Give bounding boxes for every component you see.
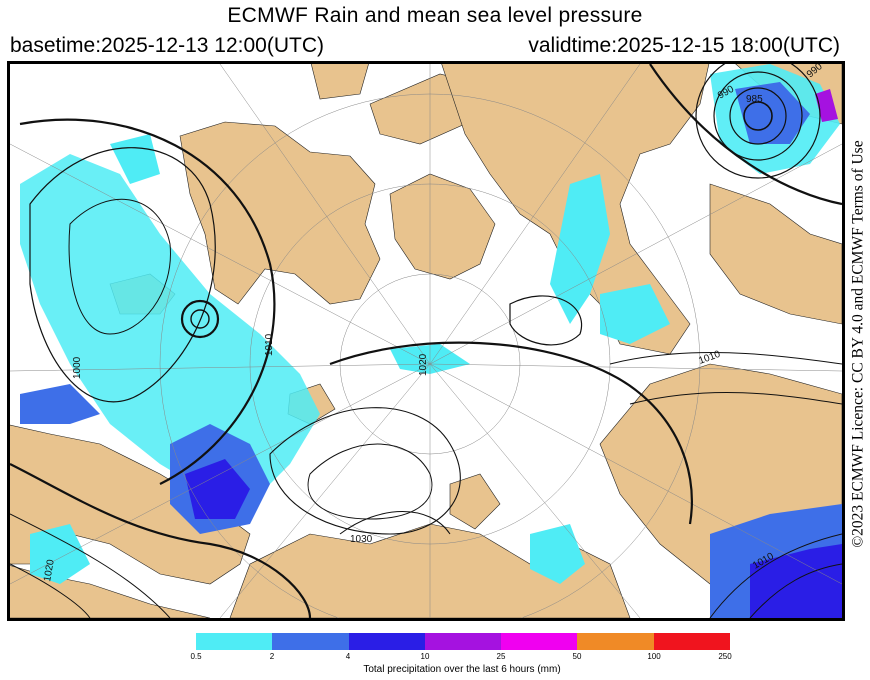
legend-tick: 4 — [345, 652, 351, 661]
isobar-label: 1020 — [42, 558, 57, 582]
legend-tick: 50 — [572, 652, 582, 661]
isobar-label: 1030 — [350, 534, 373, 545]
isobar-label: 1020 — [418, 353, 429, 376]
legend-swatch — [501, 633, 578, 650]
licence-text: ©2023 ECMWF Licence: CC BY 4.0 and ECMWF… — [847, 80, 870, 608]
map-svg: 1030 1020 1010 1000 1010 1020 990 985 99… — [10, 64, 842, 618]
legend-tick: 2 — [269, 652, 275, 661]
legend-label: Total precipitation over the last 6 hour… — [363, 664, 561, 675]
legend-swatch — [272, 633, 349, 650]
map-panel[interactable]: 1030 1020 1010 1000 1010 1020 990 985 99… — [7, 61, 845, 621]
graticule-layer — [10, 64, 842, 618]
isobar-label: 1010 — [264, 333, 275, 356]
legend-swatch — [196, 633, 273, 650]
legend-swatch — [653, 633, 730, 650]
legend-swatch — [348, 633, 425, 650]
isobar-label: 1000 — [72, 356, 83, 379]
legend-swatch — [424, 633, 502, 650]
isobar-label: 985 — [746, 94, 763, 105]
legend-tick: 250 — [718, 652, 732, 661]
validtime-label: validtime:2025-12-15 18:00(UTC) — [528, 34, 840, 57]
precipitation-layer — [20, 64, 842, 618]
legend-tick: 0.5 — [190, 652, 202, 661]
precipitation-legend — [196, 633, 730, 650]
licence-label: ©2023 ECMWF Licence: CC BY 4.0 and ECMWF… — [850, 140, 868, 548]
legend-swatch — [577, 633, 654, 650]
legend-tick: 25 — [496, 652, 506, 661]
basetime-label: basetime:2025-12-13 12:00(UTC) — [10, 34, 324, 57]
chart-title: ECMWF Rain and mean sea level pressure — [227, 4, 643, 27]
legend-tick: 100 — [647, 652, 661, 661]
legend-tick: 10 — [420, 652, 430, 661]
isobar-layer — [10, 64, 842, 618]
